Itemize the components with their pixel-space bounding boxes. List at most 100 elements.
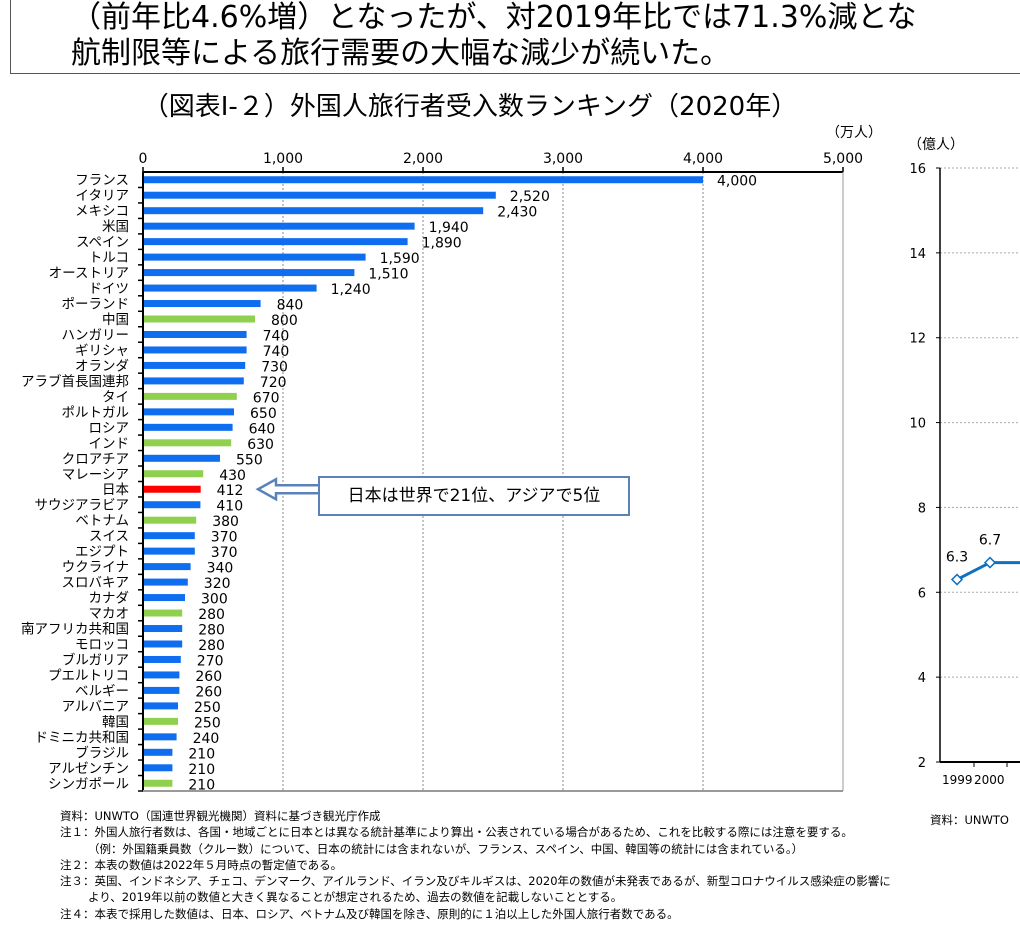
y-tick-label: 4 xyxy=(918,671,926,686)
y-tick-label: 8 xyxy=(918,501,926,516)
data-label: 2,430 xyxy=(497,205,537,221)
y-tick-label: 10 xyxy=(909,417,926,432)
bar xyxy=(144,609,183,617)
bar xyxy=(144,516,197,524)
data-label: 430 xyxy=(219,468,246,484)
category-label: インド xyxy=(89,436,130,452)
category-label: マレーシア xyxy=(62,467,129,483)
data-label: 640 xyxy=(249,421,276,437)
line-chart-unit: （億人） xyxy=(908,137,964,153)
data-label: 240 xyxy=(193,731,220,747)
bar xyxy=(144,717,178,725)
bar xyxy=(144,625,183,633)
bar xyxy=(144,671,180,679)
x-tick-label: 1999 xyxy=(942,773,973,787)
bar xyxy=(144,191,496,199)
bar xyxy=(144,346,247,354)
note-3: 注３：英国、インドネシア、チェコ、デンマーク、アイルランド、イラン及びキルギスは… xyxy=(60,874,891,889)
category-label: プエルトリコ xyxy=(48,668,129,684)
data-label: 412 xyxy=(217,483,244,499)
data-point xyxy=(983,556,997,569)
category-label: エジプト xyxy=(75,544,129,560)
category-label: 南アフリカ共和国 xyxy=(21,622,129,638)
category-label: ベトナム xyxy=(75,513,129,529)
bar xyxy=(144,485,201,493)
note-1: 注１：外国人旅行者数は、各国・地域ごとに日本とは異なる統計基準により算出・公表さ… xyxy=(60,825,853,840)
data-label: 380 xyxy=(212,514,239,530)
y-tick-label: 2 xyxy=(918,756,926,771)
bar xyxy=(144,361,246,369)
bar xyxy=(144,377,244,385)
category-label: ベルギー xyxy=(75,683,129,699)
category-label: アルバニア xyxy=(62,699,129,715)
data-label: 4,000 xyxy=(717,174,757,190)
chart-title: （図表Ⅰ-２）外国人旅行者受入数ランキング（2020年） xyxy=(142,92,798,122)
data-label: 720 xyxy=(260,375,287,391)
category-label: ギリシャ xyxy=(75,343,129,359)
bar xyxy=(144,176,703,184)
category-label: 米国 xyxy=(102,219,129,235)
category-label: ドイツ xyxy=(89,281,130,297)
category-label: 中国 xyxy=(102,312,129,328)
data-label: 550 xyxy=(236,452,263,468)
note-2: 注２：本表の数値は2022年５月時点の暫定値である。 xyxy=(60,857,343,872)
bar xyxy=(144,392,237,400)
data-label: 280 xyxy=(198,607,225,623)
data-label: 370 xyxy=(211,545,238,561)
category-label: タイ xyxy=(102,389,129,405)
bar xyxy=(144,423,233,431)
data-label: 410 xyxy=(216,499,243,515)
bar xyxy=(144,779,173,787)
data-label: 210 xyxy=(188,762,215,778)
data-label: 250 xyxy=(194,715,221,731)
category-label: マカオ xyxy=(89,606,130,622)
data-label: 250 xyxy=(194,700,221,716)
arrow-icon xyxy=(255,477,318,502)
category-label: オランダ xyxy=(75,358,129,374)
data-label: 840 xyxy=(277,298,304,314)
note-3-cont: より、2019年以前の数値と大きく異なることが想定されるため、過去の数値を記載し… xyxy=(88,890,623,905)
category-label: シンガポール xyxy=(48,776,129,792)
bar xyxy=(144,284,317,292)
y-tick-label: 6 xyxy=(918,586,926,601)
intro-text-box: （前年比4.6%増）となったが、対2019年比では71.3%減とな 航制限等によ… xyxy=(10,0,1020,74)
intro-line-1: （前年比4.6%増）となったが、対2019年比では71.3%減とな xyxy=(71,0,917,35)
intro-line-2: 航制限等による旅行需要の大幅な減少が続いた。 xyxy=(71,36,731,71)
bar xyxy=(144,686,180,694)
category-label: メキシコ xyxy=(75,204,129,220)
bar xyxy=(144,207,484,215)
bar xyxy=(144,764,173,772)
data-label: 260 xyxy=(195,684,222,700)
bar xyxy=(144,578,188,586)
category-label: スロバキア xyxy=(62,575,130,591)
category-label: アルゼンチン xyxy=(48,761,129,777)
bar xyxy=(144,640,183,648)
bar xyxy=(144,748,173,756)
data-label: 740 xyxy=(263,344,290,360)
bar xyxy=(144,330,247,338)
bar xyxy=(144,238,408,246)
data-label: 1,510 xyxy=(368,267,408,283)
bar xyxy=(144,563,191,571)
data-label: 300 xyxy=(201,592,228,608)
note-4: 注４：本表で採用した数値は、日本、ロシア、ベトナム及び韓国を除き、原則的に１泊以… xyxy=(60,906,679,921)
data-label: 280 xyxy=(198,623,225,639)
category-label: サウジアラビア xyxy=(35,498,130,514)
data-label: 6.7 xyxy=(979,533,1001,549)
bar xyxy=(144,269,355,277)
x-tick-label: 2,000 xyxy=(403,151,443,167)
bar xyxy=(144,702,178,710)
bar xyxy=(144,547,195,555)
data-label: 370 xyxy=(211,530,238,546)
category-label: オーストリア xyxy=(49,266,129,282)
data-label: 210 xyxy=(188,746,215,762)
category-label: ウクライナ xyxy=(62,560,129,576)
category-label: アラブ首長国連邦 xyxy=(21,373,129,390)
category-label: ハンガリー xyxy=(62,327,130,343)
bar xyxy=(144,454,220,462)
data-label: 260 xyxy=(195,669,222,685)
data-point xyxy=(950,573,964,586)
bar-chart-unit: （万人） xyxy=(826,125,882,141)
category-label: 日本 xyxy=(102,482,129,498)
